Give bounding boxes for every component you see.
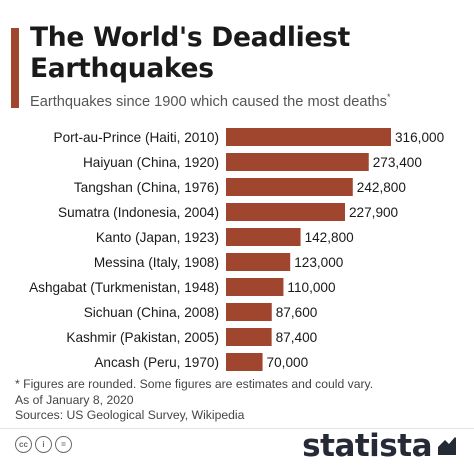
bar: [226, 303, 272, 321]
category-label: Kashmir (Pakistan, 2005): [66, 330, 219, 345]
bar: [226, 253, 291, 271]
bar: [226, 203, 345, 221]
value-label: 87,400: [276, 330, 318, 345]
footer-divider: [0, 428, 474, 429]
category-label: Kanto (Japan, 1923): [96, 230, 219, 245]
statista-wordmark: statista: [302, 428, 432, 464]
value-label: 316,000: [395, 130, 445, 145]
statista-logo[interactable]: statista: [302, 428, 458, 464]
footnotes: * Figures are rounded. Some figures are …: [15, 377, 465, 424]
bar: [226, 328, 272, 346]
value-label: 242,800: [357, 180, 407, 195]
category-label: Sumatra (Indonesia, 2004): [58, 205, 219, 220]
bar: [226, 153, 369, 171]
category-label: Ancash (Peru, 1970): [94, 355, 219, 370]
category-label: Tangshan (China, 1976): [74, 180, 219, 195]
value-label: 273,400: [373, 155, 423, 170]
subtitle-text: Earthquakes since 1900 which caused the …: [30, 93, 387, 110]
bar-chart: Port-au-Prince (Haiti, 2010) 316,000 Haiyu…: [29, 128, 445, 371]
bar: [226, 128, 391, 146]
value-label: 110,000: [287, 280, 336, 295]
attribution-icon[interactable]: i: [35, 436, 52, 453]
license-icons: cc i =: [15, 436, 72, 453]
bar: [226, 353, 263, 371]
title-accent-bar: [11, 28, 19, 108]
footnote-figures-rounded: * Figures are rounded. Some figures are …: [15, 377, 374, 391]
subtitle-footnote-mark: *: [386, 92, 391, 102]
chart-title: The World's Deadliest Earthquakes: [30, 22, 350, 84]
category-label: Sichuan (China, 2008): [84, 305, 219, 320]
statista-logo-icon: [438, 437, 456, 455]
value-label: 142,800: [305, 230, 355, 245]
chart-subtitle: Earthquakes since 1900 which caused the …: [30, 92, 470, 110]
value-label: 123,000: [294, 255, 344, 270]
category-label: Port-au-Prince (Haiti, 2010): [54, 130, 219, 145]
no-derivatives-icon[interactable]: =: [55, 436, 72, 453]
value-label: 87,600: [276, 305, 318, 320]
bar: [226, 178, 353, 196]
category-label: Ashgabat (Turkmenistan, 1948): [29, 280, 219, 295]
cc-icon[interactable]: cc: [15, 436, 32, 453]
bar: [226, 228, 301, 246]
category-label: Messina (Italy, 1908): [94, 255, 219, 270]
value-label: 227,900: [349, 205, 399, 220]
category-label: Haiyuan (China, 1920): [83, 155, 219, 170]
bar: [226, 278, 284, 296]
footnote-as-of-date: As of January 8, 2020: [15, 392, 134, 407]
footnote-sources: Sources: US Geological Survey, Wikipedia: [15, 408, 245, 422]
value-label: 70,000: [267, 355, 309, 370]
